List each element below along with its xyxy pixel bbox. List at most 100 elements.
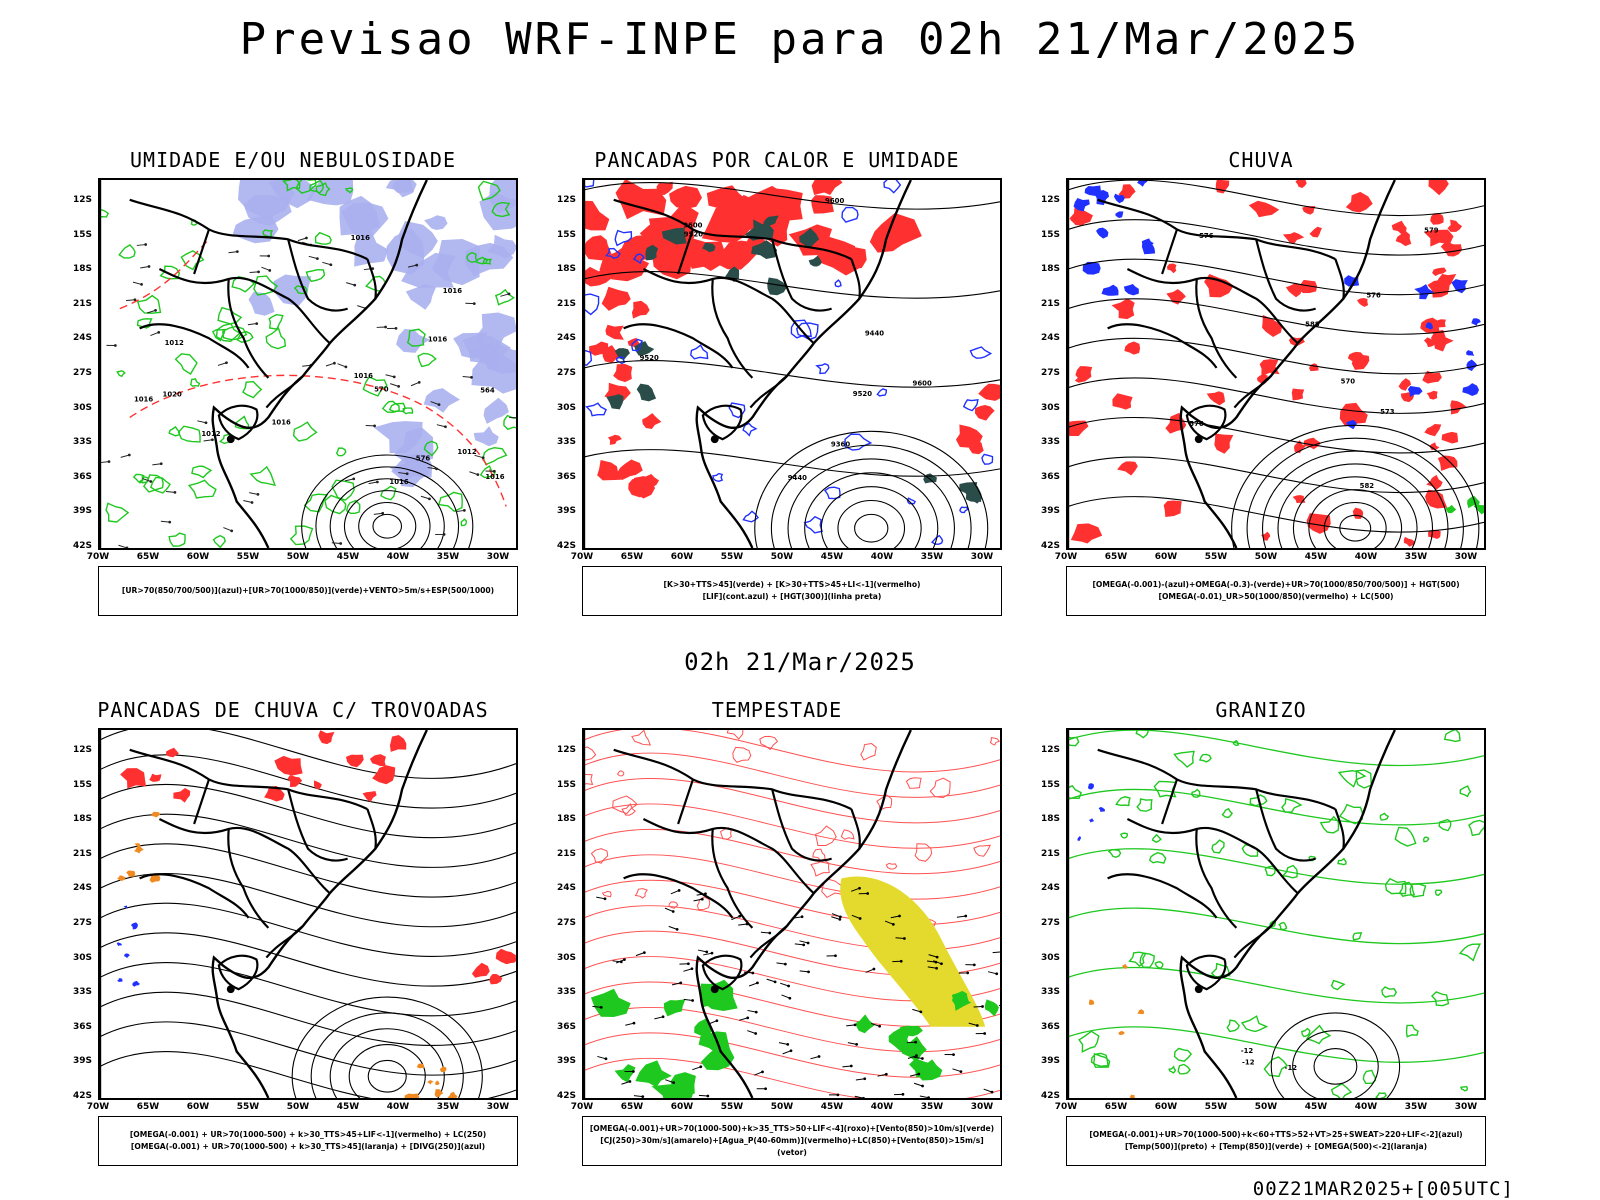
omega-humidity-area — [1302, 206, 1316, 215]
wind-vector — [389, 383, 399, 387]
lat-tick-label: 12S — [72, 195, 92, 205]
contour-label: -12 — [1241, 1047, 1254, 1055]
country-border — [850, 258, 861, 299]
wind-vector-head — [157, 330, 161, 334]
wind-vector — [913, 1082, 923, 1087]
wind-vector — [906, 1041, 916, 1044]
lat-tick-label: 39S — [72, 1056, 92, 1067]
map-frame[interactable]: 1016 1012 1016 1016 1016 1012 1020 1016 1016 1016… — [98, 178, 518, 550]
omega-humidity-area — [1285, 282, 1302, 298]
wind-vector — [297, 237, 307, 242]
wind-vector — [697, 949, 707, 953]
map-frame[interactable]: -12 -12 -12 — [1066, 728, 1486, 1100]
lat-tick-label: 36S — [1040, 471, 1060, 482]
lon-tick-label: 30W — [1454, 552, 1478, 562]
lon-tick-label: 30W — [486, 1102, 510, 1112]
map-frame[interactable] — [582, 728, 1002, 1100]
omega-humidity-area — [1068, 420, 1089, 437]
wind-vector-head — [756, 981, 759, 985]
contour-label: 1016 — [134, 395, 153, 403]
wind-vector — [692, 1066, 701, 1071]
lon-tick-label: 70W — [86, 1102, 110, 1112]
wind-vector — [430, 401, 440, 406]
temp-850-contour-layer — [1068, 730, 1484, 1063]
omega-weak-area — [1073, 198, 1090, 212]
wind-vector — [197, 420, 207, 424]
wind-vector — [747, 1030, 756, 1034]
wind-vector-head — [417, 380, 421, 384]
lat-tick-label: 30S — [72, 402, 92, 413]
map-frame[interactable]: 588 582 576 576 573 570 579 576 — [1066, 178, 1486, 550]
temp-850-contour — [1240, 1015, 1269, 1033]
kindex-area — [725, 266, 740, 282]
coastline — [1068, 180, 1396, 548]
wind-vector — [612, 960, 622, 963]
humidity-1000-850-contour — [315, 182, 331, 197]
height-300-isoline — [854, 513, 889, 543]
height-500-isoline — [1068, 298, 1484, 335]
wind-vector-head — [437, 403, 441, 407]
wind-vector — [668, 925, 678, 930]
lifted-index-contour — [906, 497, 917, 505]
humidity-1000-850-contour — [187, 479, 217, 499]
wind-vector-head — [257, 270, 260, 274]
humidity-700-500-area — [462, 334, 511, 371]
wind-vector — [165, 490, 175, 493]
wind-vector — [799, 970, 809, 973]
legend-box: [OMEGA(-0.001)+UR>70(1000-500)+k<60+TTS>… — [1066, 1116, 1486, 1166]
lon-tick-label: 40W — [386, 552, 410, 562]
wind-vector-head — [806, 941, 810, 945]
temp-850-contour — [1337, 770, 1367, 788]
lifted-index-contour — [631, 338, 644, 352]
lon-tick-label: 65W — [136, 1102, 160, 1112]
wind-vector-head — [690, 967, 694, 971]
contour-label: 573 — [1380, 408, 1395, 416]
hail-area — [1098, 806, 1105, 812]
wind-vector — [592, 1005, 602, 1008]
lon-tick-label: 65W — [620, 552, 644, 562]
wind-vector — [851, 914, 861, 919]
temp-850-contour — [1319, 815, 1340, 834]
map-frame[interactable] — [98, 728, 518, 1100]
wind-vector-head — [642, 951, 646, 955]
wind-vector — [142, 477, 151, 482]
contour-label: 1020 — [163, 390, 182, 398]
lat-tick-label: 18S — [72, 264, 92, 275]
run-timestamp: 00Z21MAR2025+[005UTC] — [1252, 1178, 1514, 1200]
country-border — [642, 818, 815, 895]
wind-vector — [302, 364, 312, 367]
thunderstorm-area — [471, 962, 490, 978]
wind-850-area — [855, 1014, 875, 1034]
omega-weak-area — [1082, 261, 1101, 275]
legend-line: [OMEGA(-0.001)+UR>70(1000-500)+k<60+TTS>… — [1089, 1130, 1463, 1139]
wind-vector — [855, 1078, 865, 1081]
temp-850-contour — [1107, 848, 1122, 858]
contour-label: 582 — [1360, 482, 1375, 490]
lat-tick-label: 18S — [1040, 264, 1060, 275]
humidity-700-500-area — [389, 458, 430, 488]
basemap — [1068, 180, 1396, 548]
map-frame[interactable]: 9600 9600 9600 9520 9520 9520 9440 9440 9360 — [582, 178, 1002, 550]
lifted-index-contour — [876, 388, 888, 397]
lon-tick-label: 60W — [186, 552, 210, 562]
humidity-1000-850-contour — [481, 257, 492, 265]
omega-weak-area — [1414, 284, 1434, 300]
lifted-index-contour — [803, 515, 823, 534]
thunderstorm-area — [489, 974, 503, 985]
omega-humidity-area — [1339, 402, 1368, 427]
kindex-area — [799, 228, 820, 248]
lifted-index-contour — [614, 229, 633, 247]
lon-tick-label: 60W — [1154, 1102, 1178, 1112]
lon-tick-label: 70W — [1054, 552, 1078, 562]
wind-vector-head — [921, 1057, 924, 1060]
streamline-layer — [100, 730, 516, 1098]
humidity-1000-850-contour — [215, 322, 241, 342]
lon-tick-label: 55W — [236, 552, 260, 562]
streamline — [100, 1021, 516, 1076]
country-border — [265, 375, 304, 409]
lon-tick-label: 70W — [86, 552, 110, 562]
wind-vector-head — [476, 473, 480, 477]
omega-weak-area — [1462, 383, 1480, 397]
wind-vector — [794, 943, 804, 946]
